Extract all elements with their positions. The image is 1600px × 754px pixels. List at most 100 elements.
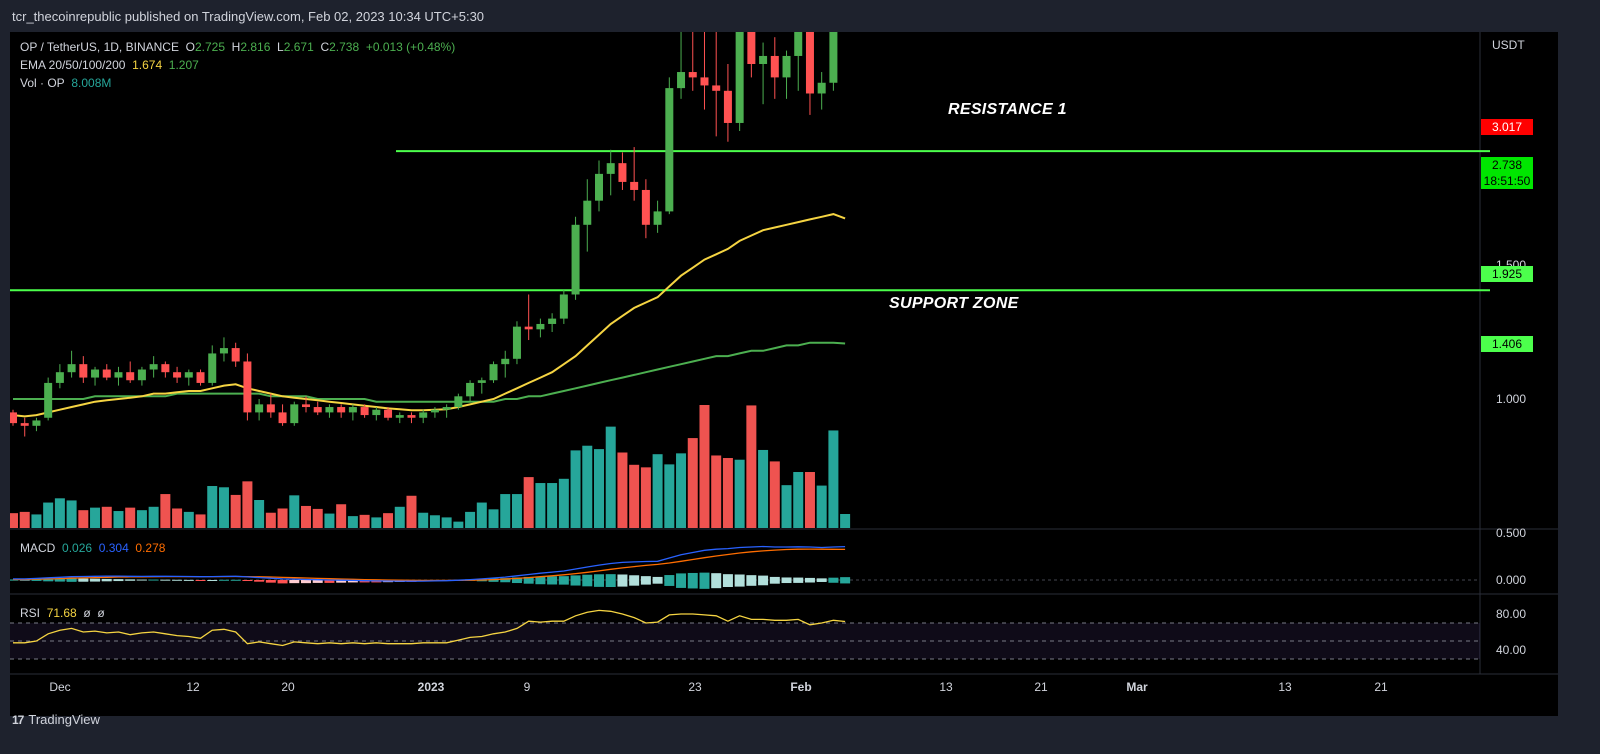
candle-body — [10, 412, 17, 424]
macd-hist-bar — [54, 578, 65, 582]
candle-body — [395, 415, 404, 418]
candle-body — [79, 364, 88, 378]
volume-bar — [207, 486, 218, 528]
macd-hist-bar — [66, 578, 77, 582]
volume-bar — [828, 430, 839, 528]
chart-svg[interactable]: 3.5002.5002.0001.5001.0000.5000.00080.00… — [10, 32, 1558, 716]
candle-body — [817, 82, 826, 94]
candle-body — [712, 85, 721, 91]
macd-hist-bar — [101, 578, 112, 582]
candle-body — [290, 404, 299, 424]
time-tick-label: Feb — [790, 680, 811, 694]
candle-body — [723, 90, 732, 123]
low-value: 2.671 — [283, 40, 314, 54]
macd-hist-bar — [301, 580, 311, 584]
volume-bar — [277, 508, 288, 528]
change-value: +0.013 (+0.48%) — [365, 40, 456, 54]
symbol-legend[interactable]: OP / TetherUS, 1D, BINANCE O2.725 H2.816… — [20, 40, 455, 54]
volume-bar — [359, 514, 370, 528]
ema-legend[interactable]: EMA 20/50/100/200 1.674 1.207 — [20, 58, 199, 72]
candle-body — [595, 173, 603, 201]
rsi-legend[interactable]: RSI 71.68 ø ø — [20, 606, 105, 620]
volume-bar — [324, 513, 335, 528]
candle-body — [630, 181, 639, 190]
macd-hist-bar — [207, 580, 218, 581]
volume-bar — [664, 464, 675, 528]
time-tick-label: 23 — [688, 680, 702, 694]
volume-bar — [511, 494, 522, 528]
macd-hist-bar — [500, 578, 511, 583]
volume-bar — [160, 494, 171, 528]
macd-legend[interactable]: MACD 0.026 0.304 0.278 — [20, 541, 165, 555]
volume-bar — [418, 512, 429, 528]
candle-body — [20, 423, 29, 426]
rsi-label: RSI — [20, 606, 41, 620]
candle-body — [419, 412, 428, 418]
volume-bar — [394, 506, 405, 528]
chart-frame[interactable]: 3.5002.5002.0001.5001.0000.5000.00080.00… — [10, 32, 1558, 716]
macd-hist-bar — [840, 577, 851, 584]
candle-body — [184, 372, 193, 378]
macd-hist-bar — [254, 580, 265, 582]
candle-body — [137, 369, 146, 381]
candle-body — [231, 348, 240, 362]
macd-hist-bar — [148, 579, 159, 581]
volume-bar — [441, 517, 452, 528]
macd-hist-bar — [277, 580, 288, 584]
candle-body — [114, 372, 123, 378]
macd-hist-bar — [547, 576, 558, 585]
support-annotation: SUPPORT ZONE — [889, 295, 1019, 312]
volume-bar — [676, 453, 687, 528]
macd-hist-bar — [769, 576, 780, 584]
macd-hist-bar — [312, 580, 323, 583]
high-label: H — [231, 40, 241, 54]
volume-bar — [265, 512, 276, 528]
macd-hist-bar — [90, 578, 101, 582]
candle-body — [794, 32, 803, 56]
time-tick-label: 13 — [1278, 680, 1292, 694]
candle-body — [91, 369, 100, 378]
macd-hist-bar — [629, 575, 640, 586]
macd-hist-bar — [347, 580, 358, 583]
volume-legend[interactable]: Vol · OP 8.008M — [20, 76, 111, 90]
candle-body — [677, 72, 686, 89]
volume-bar — [78, 510, 89, 528]
volume-bar — [54, 498, 65, 528]
volume-bar — [183, 511, 194, 528]
macd-hist-bar — [172, 579, 183, 581]
candle-body — [770, 55, 779, 78]
macd-hist-bar — [758, 575, 769, 586]
macd-hist-bar — [828, 577, 839, 583]
macd-hist-bar — [218, 579, 229, 581]
volume-bar — [66, 500, 77, 528]
candle-body — [173, 372, 182, 378]
support-lower-price-label: 1.406 — [1481, 336, 1533, 352]
volume-bar — [816, 485, 827, 528]
footer-brand[interactable]: 17 TradingView — [12, 712, 100, 727]
macd-hist-bar — [781, 577, 792, 584]
volume-bar — [312, 508, 323, 528]
volume-bar — [640, 467, 651, 528]
current-price-label: 2.738 18:51:50 — [1481, 157, 1533, 189]
volume-bar — [840, 514, 851, 528]
time-tick-label: 12 — [186, 680, 200, 694]
macd-hist-bar — [289, 580, 300, 584]
macd-hist-bar — [640, 576, 651, 585]
macd-hist-bar — [511, 577, 522, 584]
candle-body — [348, 407, 357, 413]
candle-body — [302, 404, 310, 408]
candle-body — [641, 189, 650, 225]
volume-bar — [90, 507, 101, 528]
high-value: 2.816 — [240, 40, 271, 54]
macd-hist-bar — [605, 574, 616, 587]
candle-body — [255, 404, 264, 413]
rsi-extra-1: ø — [83, 606, 91, 620]
macd-hist-bar — [793, 577, 804, 583]
candle-body — [32, 420, 41, 426]
volume-bar — [301, 505, 311, 528]
time-tick-label: Dec — [49, 680, 70, 694]
macd-hist-bar — [136, 579, 147, 581]
candle-body — [829, 32, 838, 83]
volume-bar — [617, 452, 628, 528]
candle-body — [278, 412, 287, 424]
